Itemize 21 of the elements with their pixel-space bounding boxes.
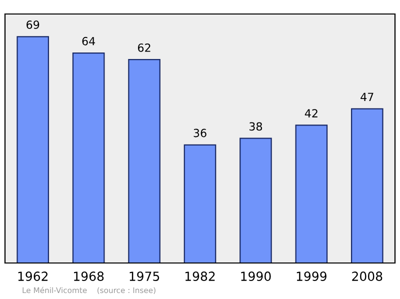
x-tick-label: 1990 [241, 272, 271, 282]
bar [295, 124, 328, 263]
data-label: 47 [360, 92, 374, 101]
data-label: 38 [249, 122, 262, 131]
data-label: 69 [26, 20, 40, 29]
bar [184, 144, 216, 263]
x-tick-label: 1999 [296, 272, 326, 282]
bar [240, 138, 272, 263]
data-label: 36 [194, 128, 206, 138]
x-tick-label: 1982 [185, 272, 215, 282]
bar [128, 59, 160, 263]
bar [16, 36, 50, 263]
x-tick-label: 1962 [18, 272, 48, 282]
x-tick-label: 2008 [352, 272, 382, 282]
bar [350, 108, 384, 263]
bar [72, 52, 105, 263]
x-tick-label: 1968 [74, 272, 104, 282]
data-label: 42 [304, 109, 318, 118]
x-tick-label: 1975 [130, 272, 160, 282]
data-label: 64 [82, 36, 96, 46]
data-label: 62 [138, 43, 150, 52]
